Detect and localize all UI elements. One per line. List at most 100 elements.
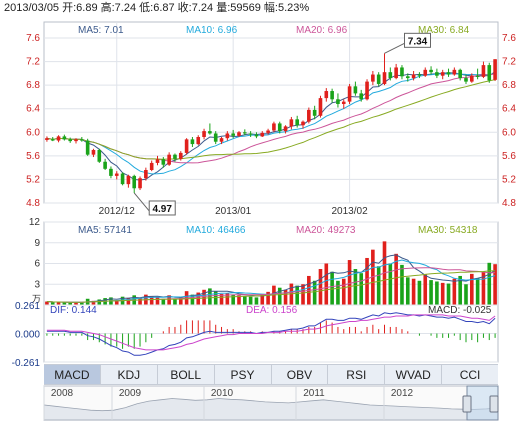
candle-body xyxy=(353,86,358,94)
volume-bar xyxy=(56,302,61,305)
candle-body xyxy=(68,139,72,142)
macd-legend-dea: DEA: 0.156 xyxy=(246,305,298,316)
price-tick-left: 6.0 xyxy=(26,127,40,138)
annotation-box xyxy=(404,32,431,48)
macd-legend-dif: DIF: 0.144 xyxy=(50,305,97,316)
price-tick-right: 4.8 xyxy=(502,198,516,209)
candle-body xyxy=(452,69,457,75)
candle-body xyxy=(260,132,265,137)
volume-ma30-line xyxy=(46,270,496,303)
candle-body xyxy=(178,152,183,159)
volume-bar xyxy=(45,301,49,305)
candle-body xyxy=(435,72,439,76)
tab-rsi[interactable]: RSI xyxy=(328,365,386,384)
candle-body xyxy=(50,139,55,141)
candle-body xyxy=(481,65,486,77)
candle-body xyxy=(208,131,212,134)
volume-bar xyxy=(266,291,270,305)
candle-body xyxy=(277,123,282,132)
tab-psy[interactable]: PSY xyxy=(215,365,272,384)
price-tick-left: 7.2 xyxy=(26,57,40,68)
volume-bar xyxy=(97,299,102,305)
volume-bar xyxy=(237,295,241,305)
candle-body xyxy=(196,137,201,145)
candle-body xyxy=(144,170,148,179)
timeline-year-label: 2011 xyxy=(303,388,325,399)
volume-tick: 12 xyxy=(29,217,41,228)
volume-bar xyxy=(283,289,288,305)
volume-bar xyxy=(80,302,84,305)
volume-bar xyxy=(446,283,451,305)
volume-bar xyxy=(219,293,224,305)
price-legend-ma20: MA20: 6.96 xyxy=(296,25,348,36)
volume-bar xyxy=(178,297,183,305)
candle-body xyxy=(272,123,276,131)
volume-bar xyxy=(411,278,416,305)
tab-boll[interactable]: BOLL xyxy=(158,365,215,384)
candle-body xyxy=(149,162,154,170)
volume-bar xyxy=(260,293,265,305)
volume-legend-ma30: MA30: 54318 xyxy=(418,225,478,236)
quote-header: 2013/03/05 开:6.89 高:7.24 低:6.87 收:7.24 量… xyxy=(4,0,309,14)
candle-body xyxy=(190,139,195,145)
volume-bar xyxy=(277,287,282,305)
timeline-left-handle xyxy=(462,395,472,413)
dea-line xyxy=(46,314,496,351)
date-tick-label: 2013/02 xyxy=(331,206,368,217)
volume-bar xyxy=(149,296,154,305)
candle-body xyxy=(248,133,253,135)
volume-bar xyxy=(470,273,474,305)
candle-body xyxy=(359,93,364,100)
volume-bar xyxy=(190,294,195,305)
tab-kdj[interactable]: KDJ xyxy=(101,365,158,384)
price-legend-ma10: MA10: 6.96 xyxy=(186,25,238,36)
candle-body xyxy=(382,72,387,84)
volume-bar xyxy=(68,302,72,305)
volume-bar xyxy=(464,284,468,305)
price-tick-left: 5.6 xyxy=(26,151,40,162)
candle-body xyxy=(347,86,352,102)
candle-body xyxy=(254,134,259,137)
volume-bar xyxy=(126,298,131,305)
ma5-line xyxy=(46,71,496,181)
price-tick-right: 5.6 xyxy=(502,151,516,162)
tab-wvad[interactable]: WVAD xyxy=(385,365,443,384)
candle-body xyxy=(266,130,270,133)
tab-obv[interactable]: OBV xyxy=(272,365,329,384)
tab-cci[interactable]: CCI xyxy=(459,367,481,382)
timeline-year-label: 2008 xyxy=(51,388,74,399)
volume-bar xyxy=(481,271,486,305)
volume-bar xyxy=(394,253,398,305)
price-tick-right: 7.6 xyxy=(502,33,516,44)
volume-bar xyxy=(429,280,433,305)
timeline-right-handle xyxy=(489,395,499,413)
volume-bar xyxy=(138,298,142,305)
candle-body xyxy=(109,168,113,176)
volume-bar xyxy=(388,263,393,305)
volume-bar xyxy=(248,296,253,305)
timeline-year-label: 2010 xyxy=(211,388,234,399)
volume-bar xyxy=(74,302,78,305)
macd-tick: -0.261 xyxy=(12,358,41,369)
tab-macd[interactable]: MACD xyxy=(44,365,101,384)
volume-bar xyxy=(324,263,329,305)
volume-bar xyxy=(155,297,160,305)
candle-body xyxy=(80,139,84,141)
candle-body xyxy=(237,132,241,136)
candle-body xyxy=(120,173,125,185)
volume-bar xyxy=(225,293,230,305)
candle-body xyxy=(330,91,334,100)
candle-body xyxy=(155,159,160,163)
volume-tick: 3 xyxy=(34,279,40,290)
price-tick-right: 6.8 xyxy=(502,80,516,91)
volume-bar xyxy=(475,278,480,305)
volume-bar xyxy=(376,266,381,305)
volume-bar xyxy=(301,284,305,305)
volume-bar xyxy=(114,300,119,305)
ma10-line xyxy=(46,72,496,175)
volume-bar xyxy=(341,278,346,305)
price-tick-left: 4.8 xyxy=(26,198,40,209)
price-legend-ma30: MA30: 6.84 xyxy=(418,25,470,36)
candle-body xyxy=(336,99,340,104)
